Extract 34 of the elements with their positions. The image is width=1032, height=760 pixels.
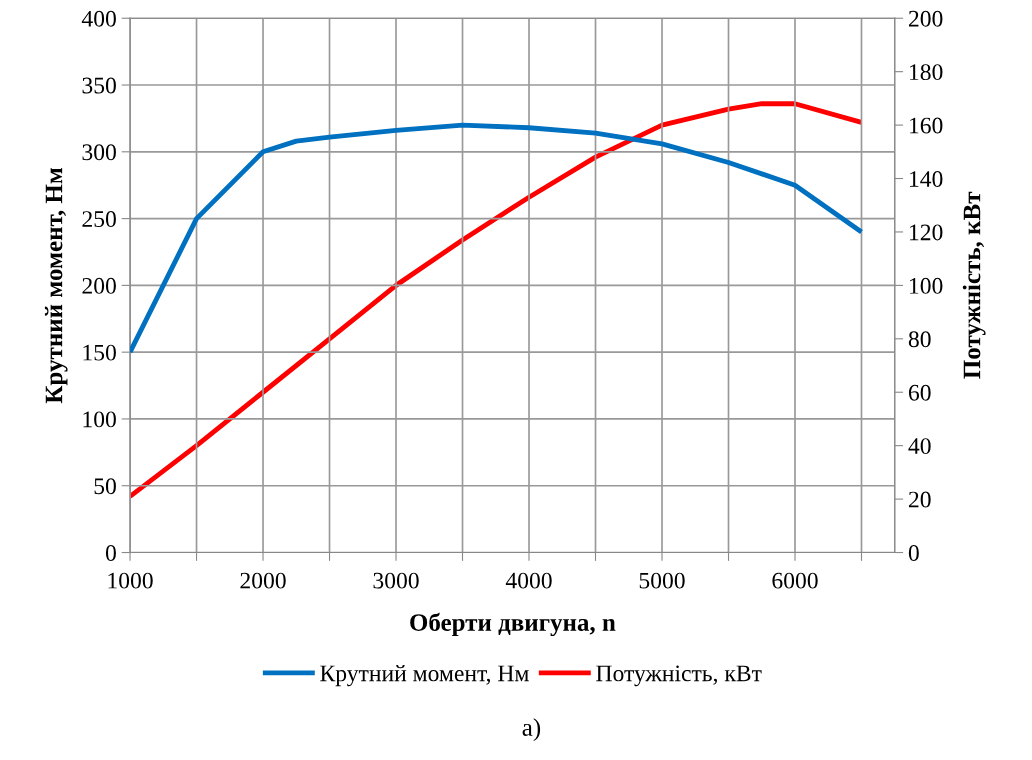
- y-tick-label: 0: [105, 545, 116, 561]
- y-tick-label: 100: [83, 411, 116, 428]
- x-tick-label: 5000: [639, 572, 685, 589]
- y-tick-label: 50: [94, 478, 116, 495]
- y-tick-label: 150: [83, 344, 116, 361]
- y2-tick-label: 60: [908, 384, 931, 401]
- x-tick-label: 6000: [772, 572, 818, 589]
- y2-tick-label: 140: [910, 171, 943, 187]
- y2-tick-label: 120: [910, 224, 943, 241]
- y-tick-label: 200: [82, 277, 116, 294]
- y2-tick-label: 160: [910, 117, 943, 134]
- y-tick-label: 300: [82, 144, 116, 161]
- legend-label: Потужність, кВт: [596, 665, 762, 687]
- y-axis-title: Крутний момент, Нм: [44, 167, 68, 404]
- y2-tick-label: 40: [908, 438, 931, 455]
- y2-axis-title: Потужність, кВт: [962, 191, 986, 379]
- line-series: [130, 101, 864, 499]
- y2-tick-label: 0: [908, 545, 919, 561]
- legend-label: Крутний момент, Нм: [320, 664, 529, 687]
- y2-tick-label: 80: [908, 331, 931, 348]
- x-tick-label: 2000: [240, 572, 286, 589]
- y-tick-label: 350: [82, 77, 116, 94]
- text: а): [522, 718, 541, 741]
- y-tick-label: 250: [82, 211, 116, 228]
- x-axis-title: Оберти двигуна, n: [410, 612, 616, 637]
- x-tick-label: 4000: [505, 572, 552, 589]
- y2-tick-label: 180: [910, 64, 943, 81]
- y-tick-label: 400: [81, 10, 116, 27]
- y2-tick-label: 200: [908, 10, 943, 27]
- y2-tick-label: 100: [910, 277, 943, 294]
- y2-tick-label: 20: [908, 491, 931, 508]
- line-series: [130, 122, 864, 355]
- x-tick-label: 1000: [108, 572, 153, 589]
- x-tick-label: 3000: [373, 572, 419, 589]
